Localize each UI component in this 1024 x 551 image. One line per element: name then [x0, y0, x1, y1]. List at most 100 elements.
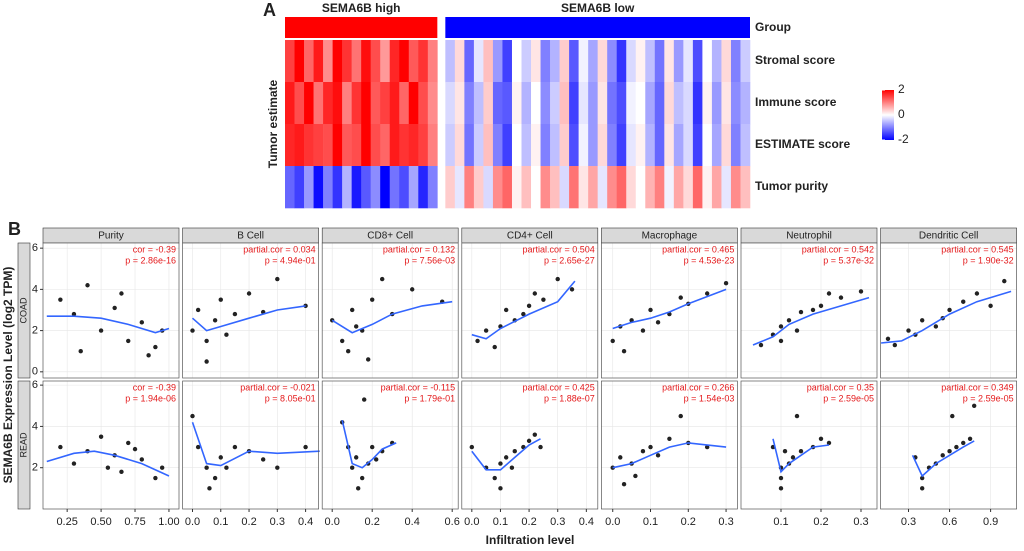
heatmap-cell [683, 40, 694, 83]
point [492, 344, 497, 350]
row-strip [17, 242, 31, 379]
point [212, 318, 218, 323]
point [906, 328, 911, 333]
row-label: Stromal score [755, 53, 835, 67]
heatmap-cell [445, 124, 456, 167]
panel-border [740, 380, 878, 510]
heatmap-cell [332, 40, 343, 83]
heatmap-cell [521, 166, 532, 209]
heatmap-cell [511, 124, 522, 167]
heatmap-cell [313, 166, 324, 209]
point [621, 482, 627, 487]
y-tick-label: 4 [32, 420, 38, 432]
heatmap-cell [702, 166, 713, 209]
fit-line [911, 440, 975, 478]
heatmap-cell [597, 40, 608, 83]
heatmap-cell [408, 124, 419, 167]
point [526, 303, 532, 309]
heatmap-cell [445, 166, 456, 209]
heatmap-cell [654, 124, 665, 167]
heatmap-cell [445, 82, 456, 125]
heatmap-cell [597, 124, 608, 167]
point [58, 297, 63, 302]
group-name: SEMA6B high [322, 1, 401, 15]
point [498, 486, 503, 491]
heatmap-cell [635, 82, 646, 125]
heatmap-cell [569, 166, 579, 209]
fit-line [191, 305, 306, 332]
x-tick-label: 0.1 [213, 516, 228, 528]
point [648, 444, 653, 450]
heatmap-cell [531, 166, 541, 209]
heatmap-cell [645, 124, 656, 167]
heatmap-cell [702, 40, 713, 83]
heatmap-cell [380, 166, 391, 209]
annotation: p = 2.65e-27 [544, 255, 595, 265]
heatmap-cell [408, 40, 419, 83]
heatmap-cell [492, 40, 503, 83]
point [195, 444, 201, 450]
point [885, 336, 891, 342]
panel-border [880, 380, 1017, 510]
heatmap-cell [464, 40, 475, 83]
point [892, 342, 898, 348]
point [723, 280, 729, 286]
point [569, 287, 575, 292]
heatmap-cell [683, 124, 694, 167]
fit-line [341, 420, 397, 469]
y-tick-label: 2 [32, 462, 38, 474]
heatmap-cell [370, 166, 381, 209]
heatmap-cell [285, 124, 295, 167]
point [1002, 278, 1007, 284]
heatmap-cell [332, 124, 343, 167]
heatmap-cell [683, 82, 694, 125]
row-label: Immune score [755, 95, 837, 109]
heatmap-cell [588, 40, 598, 83]
heatmap-cell [607, 124, 618, 167]
point [810, 307, 816, 313]
point [826, 291, 832, 296]
heatmap-cell [531, 40, 541, 83]
panel-background [601, 243, 738, 378]
heatmap-cell [511, 166, 522, 209]
heatmap-cell [313, 40, 324, 83]
heatmap-cell [418, 82, 429, 125]
annotation: cor = -0.39 [133, 382, 176, 392]
heatmap-cell [654, 40, 665, 83]
panel-label: A [263, 0, 276, 20]
heatmap-cell [521, 40, 532, 83]
facet-title: Neutrophil [786, 231, 832, 242]
x-axis-label: Infiltration level [486, 533, 575, 547]
heatmap-cell [389, 40, 400, 83]
point [232, 311, 238, 317]
point [947, 448, 952, 454]
point [204, 338, 209, 344]
x-tick-label: 0.0 [325, 516, 340, 528]
heatmap-cell [578, 40, 589, 83]
fit-line [752, 296, 870, 346]
point [790, 455, 796, 460]
point [362, 397, 367, 402]
heatmap-cell [626, 124, 637, 167]
point [509, 465, 515, 470]
heatmap-cell [616, 40, 627, 83]
heatmap-cell [588, 82, 598, 125]
x-tick-label: 0.6 [445, 516, 460, 528]
point [224, 332, 229, 337]
colorbar-label: 2 [898, 82, 905, 96]
heatmap-cell [380, 40, 391, 83]
point [655, 320, 661, 325]
heatmap-cell [483, 124, 494, 167]
point [340, 338, 345, 344]
heatmap-cell [730, 82, 741, 125]
heatmap-cell [664, 166, 675, 209]
x-tick-label: 0.4 [405, 516, 420, 528]
heatmap-cell [323, 166, 333, 209]
row-label: ESTIMATE score [755, 137, 850, 151]
heatmap-cell [342, 124, 352, 167]
annotation: partial.cor = 0.35 [807, 382, 874, 392]
annotation: p = 1.94e-06 [125, 393, 176, 403]
row-strip-label: COAD [18, 297, 28, 324]
heatmap-cell [454, 166, 465, 209]
heatmap-cell [607, 40, 618, 83]
